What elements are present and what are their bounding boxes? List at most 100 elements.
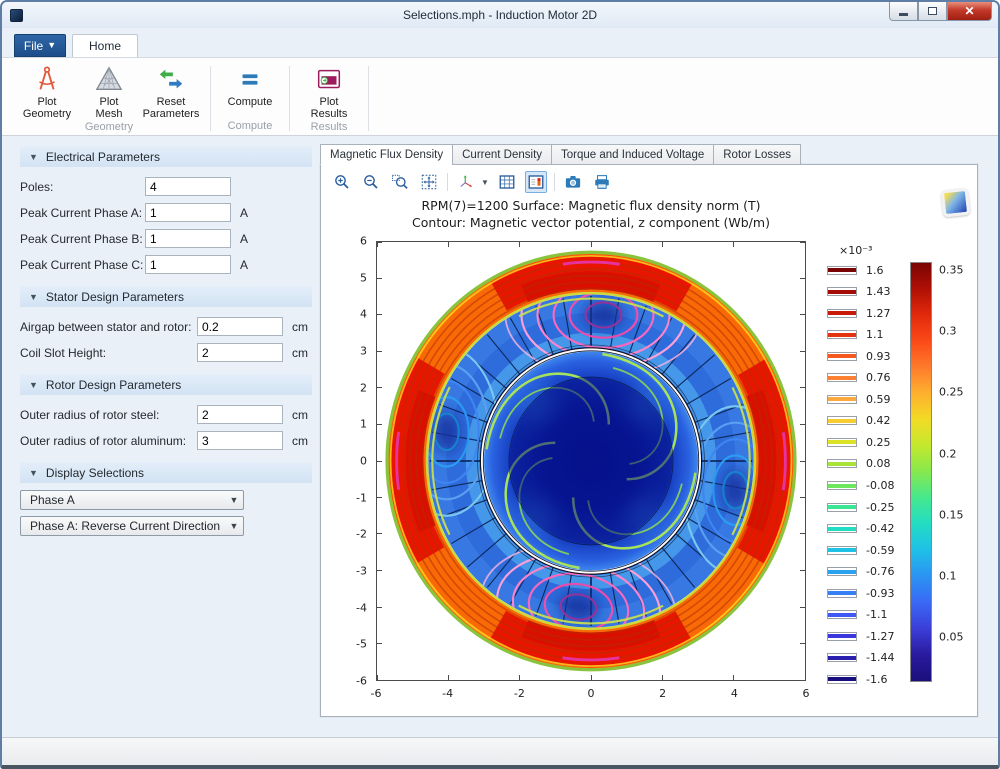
compute-button[interactable]: Compute [219, 62, 281, 119]
chevron-down-icon: ▼ [47, 41, 56, 50]
plot-results-button[interactable]: Plot Results [298, 62, 360, 120]
file-menu-button[interactable]: File ▼ [14, 34, 66, 57]
plot-results-label: Plot Results [311, 96, 348, 120]
field-row-coil-slot-height: Coil Slot Height: cm [20, 340, 316, 365]
section-header-electrical-parameters[interactable]: ▼ Electrical Parameters [20, 146, 312, 167]
color-legend-icon [527, 173, 545, 191]
close-button[interactable]: ✕ [947, 2, 992, 21]
chevron-down-icon[interactable]: ▼ [481, 178, 489, 187]
contour-legend-entry: -0.42 [827, 519, 894, 539]
section-header-rotor-design[interactable]: ▼ Rotor Design Parameters [20, 374, 312, 395]
tab-magnetic-flux-density[interactable]: Magnetic Flux Density [320, 144, 453, 165]
contour-legend-exponent: ×10⁻³ [839, 244, 919, 260]
plot-toolbar: ▼ [331, 170, 613, 194]
zoom-in-button[interactable] [331, 171, 353, 193]
reset-arrows-icon [156, 64, 186, 94]
zoom-extents-icon [420, 173, 438, 191]
axes-triad-icon [457, 173, 475, 191]
ribbon-group-geometry: Plot Geometry Plot Mesh Reset Parameters [10, 62, 208, 135]
ribbon-tabstrip: File ▼ Home [2, 28, 998, 57]
window-title: Selections.mph - Induction Motor 2D [2, 8, 998, 22]
group-label-geometry: Geometry [85, 120, 133, 135]
zoom-extents-button[interactable] [418, 171, 440, 193]
compass-icon [32, 64, 62, 94]
field-label: Coil Slot Height: [20, 346, 197, 360]
restore-button[interactable] [918, 2, 947, 21]
plot-mesh-button[interactable]: Plot Mesh [78, 62, 140, 120]
x-axis-labels: -6-4-20246 [376, 687, 806, 701]
contour-legend-entry: -1.44 [827, 648, 894, 668]
minimize-button[interactable] [889, 2, 918, 21]
section-header-stator-design[interactable]: ▼ Stator Design Parameters [20, 286, 312, 307]
contour-legend-entry: 0.25 [827, 432, 891, 452]
peak-current-phase-b-input[interactable] [145, 229, 231, 248]
content-area: ▼ Electrical Parameters Poles: Peak Curr… [2, 136, 998, 737]
contour-legend-entry: 0.08 [827, 454, 891, 474]
comsol-logo-icon [941, 188, 971, 218]
surface-colorbar-labels: 0.350.30.250.20.150.10.05 [939, 262, 975, 682]
field-row-poles: Poles: [20, 174, 316, 199]
coil-slot-height-input[interactable] [197, 343, 283, 362]
phase-selection-dropdown[interactable]: Phase A ▼ [20, 490, 244, 510]
zoom-box-button[interactable] [389, 171, 411, 193]
tab-home-label: Home [89, 39, 121, 53]
field-label: Peak Current Phase A: [20, 206, 145, 220]
field-row-rotor-aluminum-radius: Outer radius of rotor aluminum: cm [20, 428, 316, 453]
collapse-triangle-icon: ▼ [29, 152, 38, 162]
peak-current-phase-c-input[interactable] [145, 255, 231, 274]
printer-icon [593, 173, 611, 191]
ribbon-group-compute: Compute Compute [213, 62, 287, 135]
plot-geometry-button[interactable]: Plot Geometry [16, 62, 78, 120]
settings-sidebar: ▼ Electrical Parameters Poles: Peak Curr… [12, 144, 316, 737]
field-unit: cm [283, 346, 313, 360]
graphics-canvas[interactable]: ▼ [320, 164, 978, 717]
plot-title-line2: Contour: Magnetic vector potential, z co… [321, 214, 861, 231]
contour-legend-entry: -0.25 [827, 497, 894, 517]
poles-input[interactable] [145, 177, 231, 196]
dropdown-selected-value: Phase A [21, 493, 225, 507]
view-orientation-button[interactable] [455, 171, 477, 193]
plot-title-line1: RPM(7)=1200 Surface: Magnetic flux densi… [321, 197, 861, 214]
contour-legend-entry: -1.1 [827, 605, 887, 625]
tab-torque-induced-voltage[interactable]: Torque and Induced Voltage [551, 144, 714, 165]
field-row-rotor-steel-radius: Outer radius of rotor steel: cm [20, 402, 316, 427]
print-button[interactable] [591, 171, 613, 193]
y-axis-labels: 6543210-1-2-3-4-5-6 [343, 241, 371, 681]
plot-axes [376, 241, 806, 681]
field-label: Peak Current Phase C: [20, 258, 145, 272]
color-legend-toggle-button[interactable] [525, 171, 547, 193]
rotor-steel-radius-input[interactable] [197, 405, 283, 424]
snapshot-button[interactable] [562, 171, 584, 193]
contour-legend: ×10⁻³ 1.61.431.271.10.930.760.590.420.25… [827, 244, 919, 260]
tab-label: Torque and Induced Voltage [561, 149, 704, 161]
field-label: Outer radius of rotor steel: [20, 408, 197, 422]
title-bar: Selections.mph - Induction Motor 2D ✕ [2, 2, 998, 28]
contour-legend-entry: -1.6 [827, 669, 887, 689]
reset-parameters-button[interactable]: Reset Parameters [140, 62, 202, 120]
reset-parameters-label: Reset Parameters [143, 96, 200, 120]
grid-icon [498, 173, 516, 191]
ribbon-toolbar: Plot Geometry Plot Mesh Reset Parameters [2, 57, 998, 136]
compute-label: Compute [228, 96, 273, 108]
dropdown-selected-value: Phase A: Reverse Current Direction [21, 519, 225, 533]
tab-current-density[interactable]: Current Density [452, 144, 552, 165]
grid-toggle-button[interactable] [496, 171, 518, 193]
peak-current-phase-a-input[interactable] [145, 203, 231, 222]
field-unit: A [231, 232, 261, 246]
tab-label: Magnetic Flux Density [330, 149, 443, 161]
window-controls: ✕ [889, 2, 992, 21]
restore-icon [928, 7, 937, 15]
chevron-down-icon: ▼ [225, 495, 243, 505]
current-direction-dropdown[interactable]: Phase A: Reverse Current Direction ▼ [20, 516, 244, 536]
contour-legend-entry: 0.76 [827, 368, 891, 388]
airgap-input[interactable] [197, 317, 283, 336]
rotor-aluminum-radius-input[interactable] [197, 431, 283, 450]
section-title: Stator Design Parameters [46, 290, 184, 304]
tab-home[interactable]: Home [72, 34, 138, 57]
zoom-out-button[interactable] [360, 171, 382, 193]
zoom-box-icon [391, 173, 409, 191]
zoom-out-icon [362, 173, 380, 191]
contour-legend-entry: 0.59 [827, 389, 891, 409]
section-header-display-selections[interactable]: ▼ Display Selections [20, 462, 312, 483]
tab-rotor-losses[interactable]: Rotor Losses [713, 144, 801, 165]
